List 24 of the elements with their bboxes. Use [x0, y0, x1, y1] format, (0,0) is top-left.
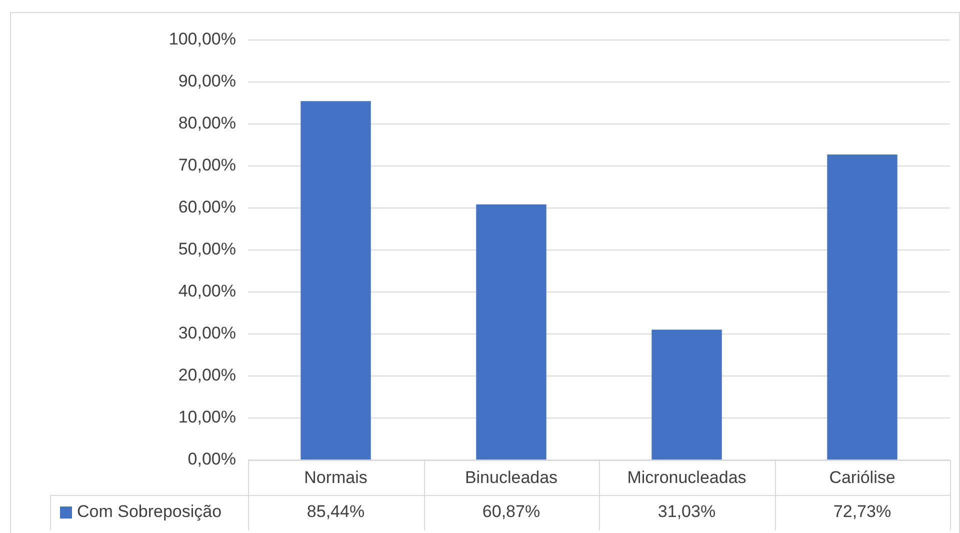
y-tick-label: 90,00% [178, 72, 236, 91]
data-label: 72,73% [833, 502, 892, 522]
y-tick-label: 30,00% [178, 324, 236, 343]
y-tick-label: 10,00% [178, 408, 236, 427]
y-tick-label: 60,00% [178, 198, 236, 217]
data-label: 31,03% [658, 502, 716, 522]
bar [476, 204, 546, 460]
bar [300, 101, 371, 460]
y-tick-label: 20,00% [178, 366, 236, 385]
y-tick-label: 80,00% [178, 114, 236, 133]
y-tick-label: 50,00% [178, 240, 236, 259]
data-label: 60,87% [482, 502, 540, 522]
x-tick-label: Cariólise [829, 468, 896, 487]
x-tick-label: Normais [304, 468, 368, 487]
bar [652, 330, 722, 460]
y-tick-label: 70,00% [178, 156, 236, 175]
data-label: 85,44% [306, 502, 365, 522]
y-tick-label: 100,00% [168, 30, 236, 49]
y-tick-label: 40,00% [178, 282, 236, 301]
y-tick-label: 0,00% [188, 450, 236, 469]
x-tick-label: Micronucleadas [627, 468, 746, 487]
legend-label: Com Sobreposição [77, 502, 222, 522]
bar [827, 154, 898, 460]
x-tick-label: Binucleadas [464, 468, 558, 487]
